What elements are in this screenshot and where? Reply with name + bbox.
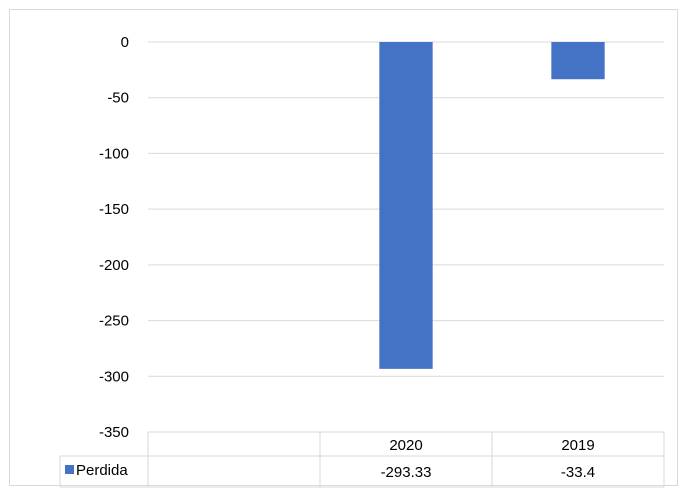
bar — [551, 42, 605, 80]
y-tick-label: -100 — [99, 145, 129, 162]
y-tick-label: -300 — [99, 368, 129, 385]
y-tick-label: -200 — [99, 257, 129, 274]
x-category-label: 2019 — [561, 437, 594, 454]
x-category-label: 2020 — [389, 437, 422, 454]
legend-swatch — [65, 465, 74, 474]
y-tick-label: -250 — [99, 313, 129, 330]
y-tick-label: 0 — [121, 34, 129, 51]
chart-frame — [9, 9, 678, 486]
bar — [379, 42, 433, 369]
y-tick-label: -50 — [107, 90, 129, 107]
y-tick-label: -350 — [99, 424, 129, 441]
legend-series-name: Perdida — [76, 462, 128, 479]
y-tick-label: -150 — [99, 201, 129, 218]
data-table-value: -33.4 — [561, 464, 595, 481]
data-table-value: -293.33 — [381, 464, 432, 481]
